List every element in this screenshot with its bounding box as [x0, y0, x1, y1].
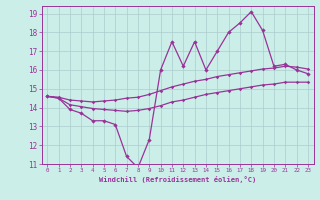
X-axis label: Windchill (Refroidissement éolien,°C): Windchill (Refroidissement éolien,°C)	[99, 176, 256, 183]
